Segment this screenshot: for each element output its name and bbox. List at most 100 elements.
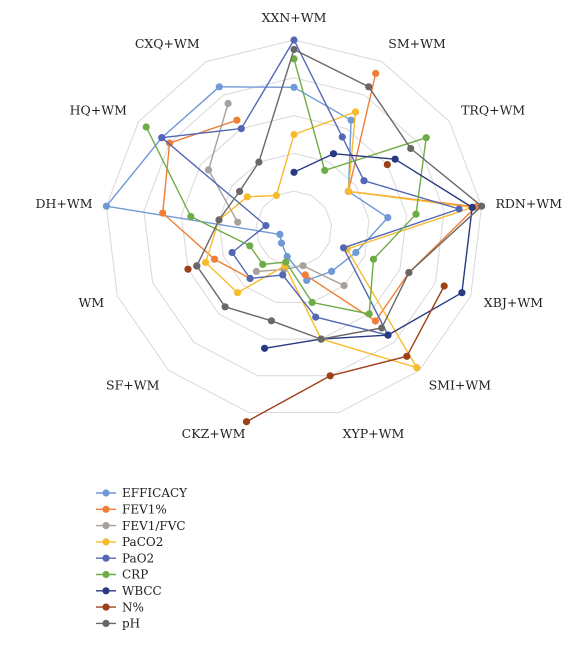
- series-2-segment-7: [256, 268, 285, 273]
- series-4-segment-4: [342, 247, 389, 336]
- series-6-point-7: [261, 344, 269, 352]
- series-4-segment-3: [343, 208, 460, 249]
- series-8-segment-1: [368, 86, 412, 149]
- series-3-point-9: [202, 258, 210, 267]
- series-8-segment-9: [196, 219, 220, 267]
- grid-ring-2: [218, 152, 370, 303]
- series-0-point-10: [102, 202, 110, 210]
- series-8-point-8: [221, 303, 229, 311]
- axis-label-5: SMI+WM: [429, 377, 492, 392]
- series-3-point-1: [351, 108, 360, 116]
- series-4-segment-10: [161, 137, 267, 227]
- legend-marker-5: [102, 570, 110, 579]
- series-6-point-0: [290, 168, 298, 176]
- series-2-point-5: [340, 282, 348, 290]
- series-3-segment-2: [348, 190, 473, 209]
- legend-label-3: PaCO2: [122, 535, 163, 549]
- series-6-point-2: [391, 155, 399, 163]
- axis-label-11: HQ+WM: [70, 102, 127, 117]
- legend-label-5: CRP: [122, 568, 148, 582]
- series-5: [142, 55, 430, 318]
- series-8-segment-11: [239, 161, 260, 192]
- series-7: [184, 161, 448, 426]
- series-1-point-6: [301, 271, 309, 279]
- series-8-point-4: [405, 269, 413, 277]
- series-3-point-11: [243, 193, 251, 201]
- series-7-segment-6: [246, 375, 331, 423]
- series-3-segment-10: [218, 196, 248, 221]
- series-7-segment-4: [406, 285, 445, 357]
- series-8-point-1: [365, 83, 373, 91]
- series-3-segment-11: [247, 194, 277, 198]
- legend: EFFICACY FEV1% FEV1/FVC PaCO2 PaO2 CRP WBCC N% p…: [96, 486, 188, 631]
- series-0-point-9: [276, 230, 284, 238]
- series-5-segment-1: [324, 137, 427, 172]
- series-7-point-5: [403, 352, 411, 360]
- series-1-segment-9: [162, 212, 215, 260]
- series-2-segment-11: [207, 103, 229, 171]
- series-3-segment-9: [204, 219, 220, 263]
- series-1-segment-11: [169, 119, 238, 144]
- series-5-point-1: [321, 166, 329, 174]
- series-5-segment-4: [368, 259, 375, 314]
- series-8-point-0: [290, 45, 298, 54]
- series-1-segment-1: [347, 73, 377, 192]
- series-4-segment-8: [231, 252, 251, 279]
- series-6-segment-5: [321, 334, 389, 340]
- series-1-point-10: [159, 209, 167, 217]
- series-3-segment-1: [347, 111, 357, 192]
- series-3-segment-6: [284, 265, 322, 340]
- axis-label-9: WM: [79, 295, 105, 310]
- grid-ring-4: [143, 77, 445, 377]
- series-0-segment-9: [106, 205, 281, 236]
- series-6-point-3: [468, 203, 476, 211]
- series-4-segment-12: [240, 39, 295, 129]
- series-0-point-5: [328, 267, 336, 275]
- series-5-segment-5: [311, 301, 370, 315]
- series-0-segment-4: [331, 251, 357, 272]
- legend-label-1: FEV1%: [122, 503, 167, 517]
- series-3-segment-7: [237, 265, 286, 294]
- series-2-point-11: [204, 166, 213, 174]
- series-4-point-0: [290, 36, 298, 44]
- series-5-point-5: [365, 310, 373, 318]
- series-4-point-2: [360, 177, 368, 185]
- series-4-point-1: [338, 133, 346, 141]
- axis-label-10: DH+WM: [35, 196, 92, 211]
- legend-label-8: pH: [122, 617, 140, 631]
- series-5-point-4: [369, 255, 378, 263]
- series-3-segment-3: [346, 206, 473, 250]
- legend-marker-6: [102, 587, 110, 595]
- series-7-point-6: [326, 372, 334, 380]
- series-0-segment-10: [105, 137, 163, 207]
- series-0-point-3: [384, 214, 392, 222]
- series-5-point-2: [422, 134, 430, 142]
- series-2-point-12: [224, 99, 232, 108]
- series-4-segment-5: [315, 316, 389, 336]
- axis-label-layer: XXN+WM SM+WM TRQ+WM RDN+WM XBJ+WM SMI+WM XYP+W…: [35, 10, 562, 441]
- series-4-segment-7: [250, 274, 283, 280]
- series-4-point-11: [158, 134, 166, 142]
- series-8-point-3: [478, 202, 486, 210]
- series-5-point-6: [308, 298, 316, 306]
- series-0-point-7: [283, 252, 291, 261]
- series-1-point-12: [233, 116, 241, 124]
- series-1-segment-4: [374, 272, 410, 322]
- legend-label-0: EFFICACY: [122, 486, 188, 500]
- series-8-segment-4: [381, 272, 410, 329]
- axis-label-6: XYP+WM: [343, 426, 405, 441]
- series-5-point-11: [142, 123, 150, 131]
- series-8: [193, 45, 486, 343]
- series-8-segment-2: [410, 147, 483, 207]
- series-8-point-11: [236, 187, 244, 195]
- series-8-segment-8: [196, 265, 226, 308]
- series-1-point-9: [210, 255, 219, 263]
- series-7-segment-5: [330, 355, 407, 377]
- series-6-segment-0: [293, 153, 334, 173]
- series-3: [202, 108, 476, 372]
- series-5-point-8: [259, 260, 267, 268]
- series-4-point-12: [237, 125, 245, 133]
- series-6-segment-1: [333, 153, 396, 160]
- series-4-point-4: [339, 244, 348, 252]
- legend-marker-3: [102, 538, 110, 546]
